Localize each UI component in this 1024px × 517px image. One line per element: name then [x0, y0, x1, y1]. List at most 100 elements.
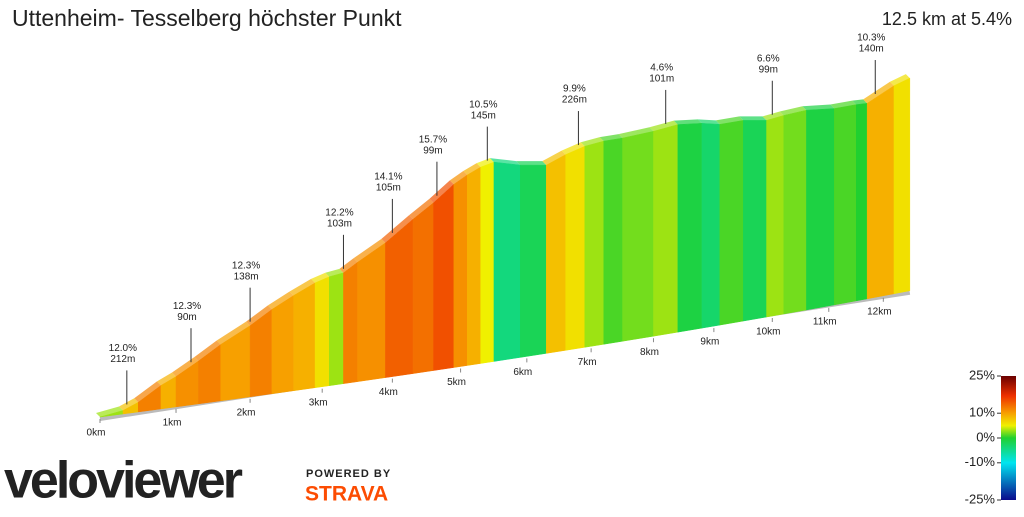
segment-top — [649, 120, 678, 132]
grade-segment — [314, 276, 330, 388]
segment-top — [96, 406, 124, 417]
grade-segment — [493, 161, 521, 362]
segment-top — [476, 158, 494, 168]
colorbar-label: 25% — [969, 367, 995, 382]
segment-top — [739, 116, 767, 121]
grade-segment — [603, 137, 623, 345]
grade-segment — [293, 282, 316, 392]
logo-brand: veloviewer — [4, 452, 243, 510]
segment-top — [463, 163, 481, 175]
x-tick-label: 10km — [756, 327, 780, 338]
segment-top — [673, 119, 702, 125]
grade-segment — [622, 130, 654, 342]
colorbar — [1001, 376, 1016, 500]
grade-segment — [520, 164, 547, 358]
x-tick-label: 1km — [163, 418, 182, 429]
grade-segment — [357, 242, 386, 382]
segment-top — [353, 238, 386, 263]
grade-segment — [467, 166, 481, 366]
annotation-length: 101m — [649, 74, 674, 85]
segment-top — [889, 74, 910, 86]
segment-top — [599, 134, 623, 142]
x-tick-label: 4km — [379, 387, 398, 398]
annotation-length: 212m — [110, 354, 135, 365]
x-tick-label: 6km — [513, 367, 532, 378]
segment-top — [561, 142, 585, 155]
annotation-grade: 10.5% — [469, 99, 497, 110]
grade-segment — [766, 115, 785, 318]
grade-segment — [719, 120, 744, 326]
x-tick-label: 11km — [813, 317, 837, 328]
segment-top — [156, 372, 177, 386]
annotation-length: 140m — [859, 44, 884, 55]
annotation-grade: 12.3% — [232, 260, 260, 271]
segment-top — [381, 215, 414, 243]
grade-segment — [546, 154, 566, 354]
grade-segment — [866, 85, 895, 300]
grade-segment — [480, 161, 495, 364]
grade-segment — [584, 140, 605, 348]
annotation-length: 99m — [423, 145, 442, 156]
segment-top — [216, 321, 251, 345]
segment-top — [618, 127, 654, 139]
annotation-length: 138m — [234, 271, 259, 282]
segment-top — [863, 81, 894, 104]
segment-top — [830, 100, 857, 109]
annotation-grade: 9.9% — [563, 84, 586, 95]
segment-top — [119, 398, 139, 411]
annotation-grade: 6.6% — [757, 53, 780, 64]
segment-top — [267, 291, 294, 310]
annotation-grade: 12.0% — [109, 343, 137, 354]
grade-segment — [271, 295, 294, 395]
annotation-grade: 12.3% — [173, 301, 201, 312]
segment-top — [762, 111, 784, 121]
chart-title: Uttenheim- Tesselberg höchster Punkt — [12, 5, 402, 31]
grade-segment — [433, 183, 455, 371]
grade-segment — [743, 120, 767, 322]
chart-subtitle: 12.5 km at 5.4% — [882, 9, 1012, 29]
x-tick-label: 5km — [447, 377, 466, 388]
segment-top — [289, 278, 316, 296]
colorbar-label: 0% — [976, 429, 995, 444]
grade-segment — [783, 109, 807, 315]
annotation-length: 105m — [376, 183, 401, 194]
segment-top — [194, 340, 221, 362]
grade-segment — [412, 202, 434, 374]
x-tick-label: 12km — [867, 306, 891, 317]
annotation-grade: 10.3% — [857, 33, 885, 44]
logo-powered: POWERED BY — [306, 468, 391, 480]
grade-segment — [565, 145, 586, 351]
grade-segment — [806, 108, 835, 311]
grade-segment — [329, 272, 344, 386]
annotation-length: 90m — [177, 312, 196, 323]
annotation-length: 145m — [471, 110, 496, 121]
segment-top — [311, 272, 330, 283]
grade-segment — [343, 261, 358, 384]
x-tick-label: 9km — [700, 337, 719, 348]
grade-segment — [834, 104, 857, 306]
x-tick-label: 3km — [309, 397, 328, 408]
annotation-length: 226m — [562, 95, 587, 106]
colorbar-label: -10% — [965, 454, 996, 469]
segment-top — [697, 119, 720, 125]
annotation-length: 103m — [327, 218, 352, 229]
annotation-grade: 15.7% — [419, 134, 447, 145]
segment-top — [516, 161, 547, 166]
segment-top — [325, 268, 344, 277]
segment-top — [449, 170, 468, 185]
segment-top — [580, 137, 604, 147]
segment-top — [779, 106, 807, 116]
segment-top — [134, 381, 161, 403]
segment-top — [339, 258, 358, 273]
annotation-grade: 4.6% — [650, 63, 673, 74]
segment-top — [489, 158, 521, 166]
logo-partner: STRAVA — [305, 483, 388, 506]
segment-top — [542, 150, 566, 166]
annotation-grade: 12.2% — [325, 207, 353, 218]
colorbar-label: -25% — [965, 491, 996, 506]
x-tick-label: 2km — [237, 407, 256, 418]
x-tick-label: 8km — [640, 347, 659, 358]
segment-top — [802, 104, 835, 111]
